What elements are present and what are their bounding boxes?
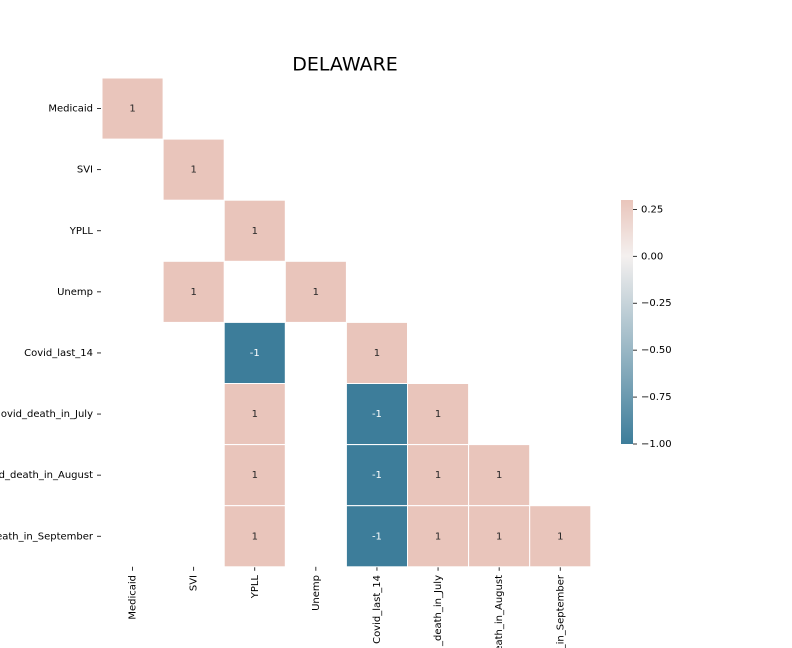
chart-title: DELAWARE	[292, 54, 398, 76]
y-tick-label: SVI	[77, 165, 93, 176]
heatmap-cell	[223, 505, 286, 568]
y-tick-label: Medicaid	[48, 104, 93, 115]
cell-label: 1	[496, 470, 502, 481]
cell-label: -1	[372, 470, 382, 481]
heatmap-cell	[162, 260, 225, 323]
heatmap-cell	[345, 444, 408, 507]
colorbar	[621, 200, 633, 444]
heatmap-cell	[468, 444, 531, 507]
heatmap-cell	[284, 260, 347, 323]
heatmap-cell	[407, 444, 470, 507]
colorbar-tick-label: −0.50	[641, 345, 672, 356]
x-tick-label: _in_September	[555, 574, 566, 648]
heatmap-cell	[345, 321, 408, 384]
cell-label: 1	[435, 409, 441, 420]
cell-label: 1	[252, 470, 258, 481]
heatmap-cell	[223, 321, 286, 384]
cell-label: -1	[372, 531, 382, 542]
x-tick-label: Unemp	[311, 575, 322, 611]
cell-label: 1	[435, 531, 441, 542]
heatmap-cell	[529, 505, 592, 568]
y-tick-label: d_death_in_August	[0, 470, 93, 481]
heatmap-cell	[223, 444, 286, 507]
cell-label: 1	[252, 531, 258, 542]
x-tick-label: SVI	[189, 575, 200, 591]
heatmap-cell	[345, 505, 408, 568]
cell-label: 1	[252, 226, 258, 237]
cell-label: 1	[374, 348, 380, 359]
cell-label: 1	[557, 531, 563, 542]
heatmap-cell	[101, 77, 164, 140]
cell-label: 1	[252, 409, 258, 420]
colorbar-tick-label: −0.75	[641, 392, 672, 403]
x-tick-label: Covid_last_14	[372, 575, 383, 644]
cell-label: -1	[372, 409, 382, 420]
y-tick-label: Unemp	[57, 287, 93, 298]
colorbar-tick-label: −0.25	[641, 298, 672, 309]
cell-label: 1	[435, 470, 441, 481]
heatmap-cell	[223, 199, 286, 262]
heatmap-cell	[468, 505, 531, 568]
cell-label: 1	[190, 165, 196, 176]
colorbar-tick-label: −1.00	[641, 439, 672, 450]
colorbar-tick-label: 0.00	[641, 251, 663, 262]
colorbar-tick-label: 0.25	[641, 204, 663, 215]
y-tick-label: Covid_last_14	[24, 348, 93, 359]
heatmap-cell	[407, 505, 470, 568]
heatmap-cell	[407, 383, 470, 446]
heatmap-cell	[162, 138, 225, 201]
cell-label: 1	[190, 287, 196, 298]
cell-label: -1	[250, 348, 260, 359]
y-tick-label: YPLL	[69, 226, 94, 237]
x-tick-label: eath_in_August	[494, 575, 505, 648]
y-tick-label: ovid_death_in_July	[1, 409, 93, 420]
cell-label: 1	[129, 104, 135, 115]
cell-label: 1	[496, 531, 502, 542]
x-tick-label: YPLL	[250, 575, 261, 600]
x-tick-label: _death_in_July	[433, 575, 444, 647]
heatmap-cell	[345, 383, 408, 446]
x-tick-label: Medicaid	[128, 575, 139, 620]
cell-label: 1	[313, 287, 319, 298]
y-tick-label: eath_in_September	[0, 531, 94, 542]
